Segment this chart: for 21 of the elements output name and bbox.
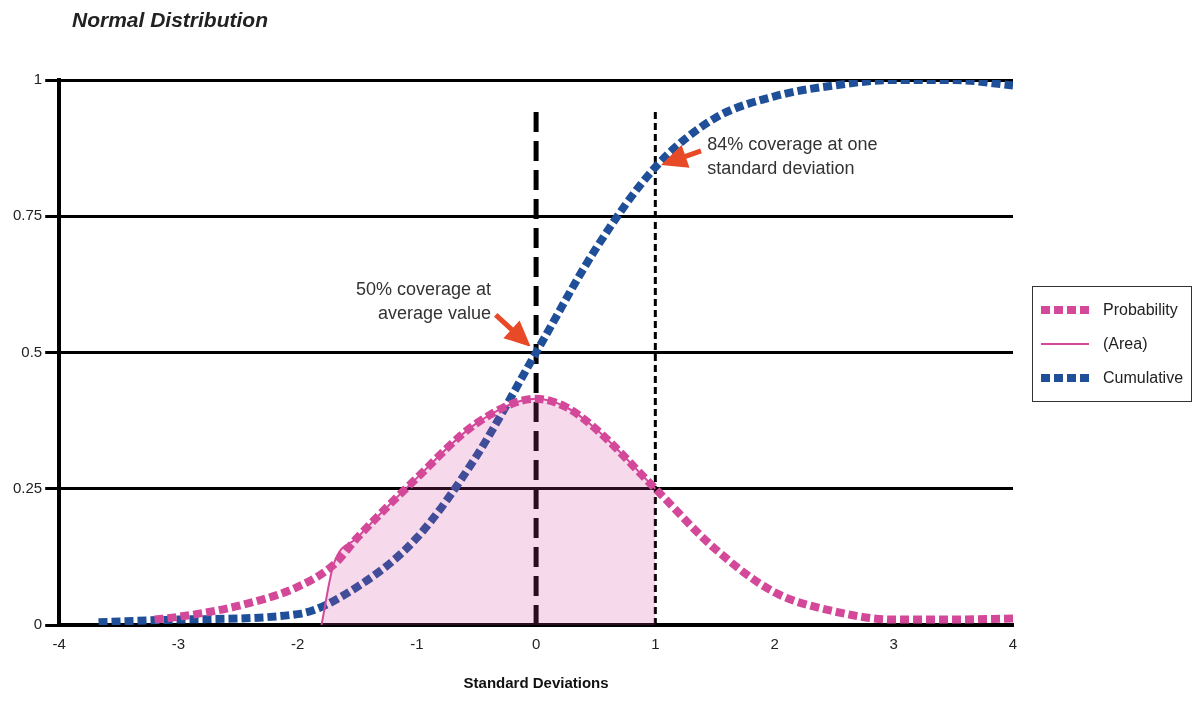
y-tick-label: 0 <box>33 615 43 633</box>
legend-label: Cumulative <box>1103 369 1184 387</box>
legend-label: (Area) <box>1103 335 1148 353</box>
x-tick-label: 4 <box>1008 635 1018 653</box>
annotation: 50% coverage at average value <box>356 279 492 324</box>
x-tick-label: 2 <box>770 635 779 653</box>
y-tick-label: 0.25 <box>12 478 43 496</box>
x-tick-label: 1 <box>651 635 660 653</box>
x-tick-label: -4 <box>52 635 66 653</box>
x-tick-label: -2 <box>290 635 305 653</box>
x-tick-label: -1 <box>410 635 424 653</box>
x-tick-label: 0 <box>531 635 541 653</box>
legend-label: Probability <box>1103 301 1178 319</box>
chart-title: Normal Distribution <box>72 8 269 32</box>
y-tick-label: 0.75 <box>12 206 43 224</box>
y-tick-label: 0.5 <box>21 342 43 360</box>
y-tick-label: 1 <box>33 70 43 88</box>
annotation: 84% coverage at one standard deviation <box>707 134 878 179</box>
x-tick-label: -3 <box>171 635 186 653</box>
x-tick-label: 3 <box>889 635 898 653</box>
x-axis-title: Standard Deviations <box>463 674 609 692</box>
